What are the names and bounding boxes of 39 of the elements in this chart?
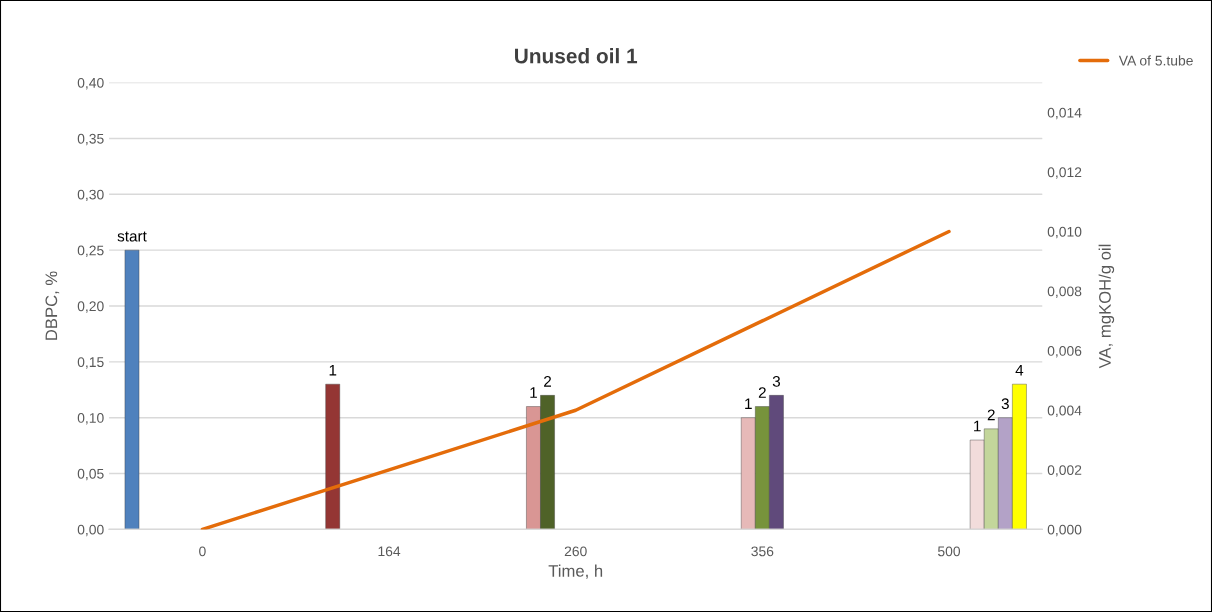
y-tick-label: 0,20 — [77, 301, 104, 313]
x-tick-label: 0 — [199, 546, 206, 557]
y-tick-label: 0,00 — [77, 524, 104, 537]
x-axis-title: Time, h — [548, 564, 603, 579]
x-tick-label: 260 — [564, 546, 587, 557]
y-tick-label: 0,40 — [77, 77, 104, 90]
series-label: 1 — [530, 387, 537, 398]
series-label: 1 — [329, 364, 337, 376]
y2-tick-label: 0,002 — [1047, 465, 1082, 477]
y2-tick-label: 0,010 — [1047, 226, 1082, 239]
y2-tick-label: 0,006 — [1047, 346, 1082, 358]
y-tick-label: 0,15 — [77, 357, 104, 369]
y2-tick-label: 0,004 — [1047, 405, 1082, 418]
legend-label: VA of 5.tube — [1118, 55, 1193, 66]
y2-tick-label: 0,014 — [1047, 107, 1082, 120]
series-label: 4 — [1015, 364, 1024, 376]
series-label: 1 — [745, 398, 752, 409]
x-tick-label: 164 — [378, 546, 401, 557]
series-label: 3 — [772, 375, 781, 387]
y-tick-label: 0,35 — [77, 133, 104, 146]
y-tick-label: 0,30 — [77, 189, 104, 202]
x-tick-label: 500 — [937, 546, 961, 557]
y-axis-title: DBPC, % — [45, 271, 60, 340]
series-label: 1 — [974, 420, 981, 432]
y2-tick-label: 0,000 — [1047, 524, 1082, 537]
y-tick-label: 0,10 — [77, 413, 104, 425]
x-tick-label: 356 — [751, 546, 774, 557]
y-tick-label: 0,05 — [77, 468, 104, 481]
y-tick-label: 0,25 — [77, 245, 104, 257]
series-label: 2 — [758, 387, 766, 398]
series-label: 3 — [1001, 398, 1009, 410]
line-series — [200, 229, 951, 530]
y2-axis-title: VA, mgKOH/g oil — [1098, 244, 1115, 369]
series-label: start — [117, 231, 147, 242]
chart-title: Unused oil 1 — [515, 48, 638, 64]
series-label: 2 — [987, 409, 995, 421]
y2-tick-label: 0,012 — [1047, 167, 1082, 179]
series-label: 2 — [544, 375, 552, 387]
y2-tick-label: 0,008 — [1047, 286, 1082, 298]
